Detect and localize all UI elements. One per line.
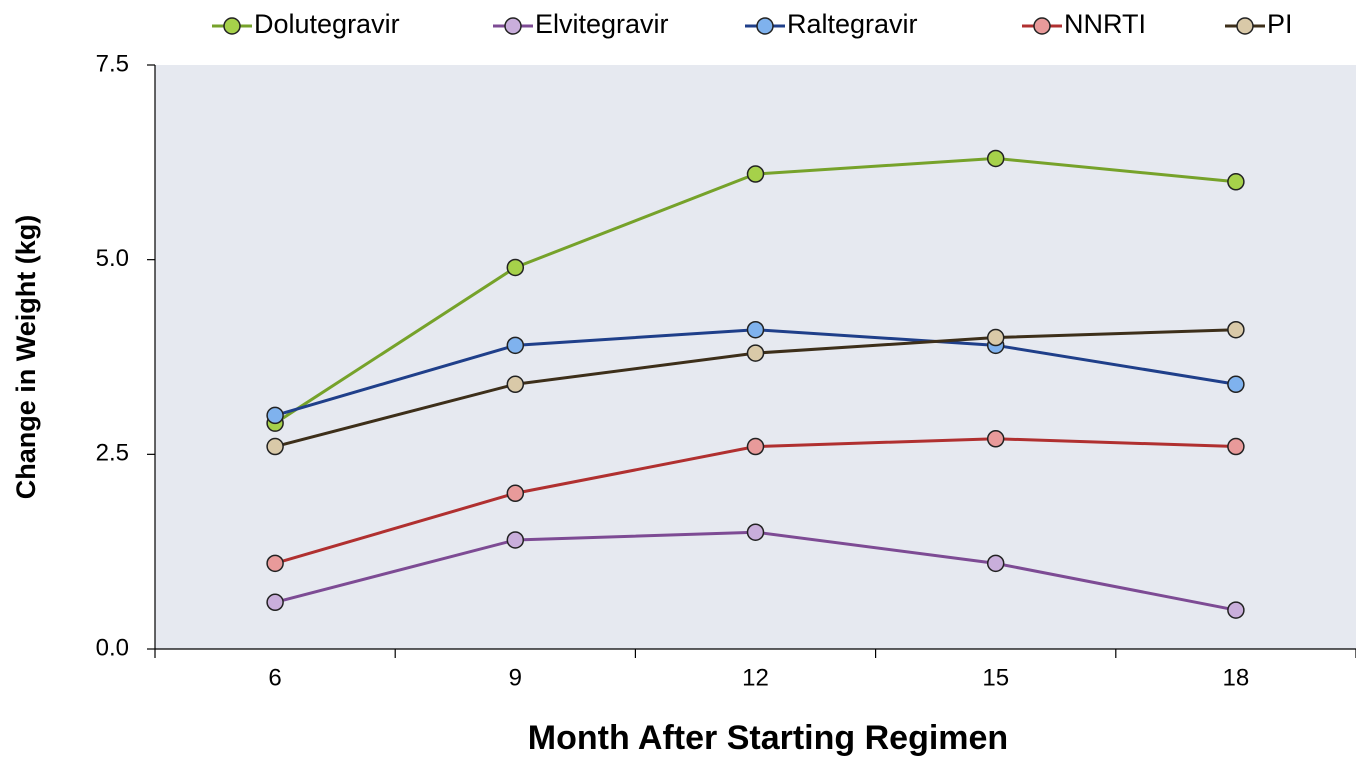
data-point — [266, 406, 284, 425]
data-point — [1227, 437, 1245, 456]
y-tick-label: 0.0 — [96, 634, 129, 661]
x-tick-label: 15 — [982, 664, 1009, 691]
data-point — [506, 336, 525, 355]
data-point — [506, 375, 525, 394]
data-point — [506, 484, 525, 503]
data-point — [986, 149, 1005, 168]
legend-label: Dolutegravir — [254, 9, 400, 39]
x-axis-label: Month After Starting Regimen — [528, 719, 1008, 757]
data-point — [746, 523, 765, 541]
data-point — [746, 165, 765, 183]
data-point — [986, 328, 1005, 347]
data-point — [746, 437, 765, 456]
legend-marker — [1033, 17, 1051, 35]
legend-marker — [1236, 17, 1254, 35]
data-point — [506, 531, 525, 549]
data-point — [1227, 375, 1245, 394]
legend-label: Raltegravir — [787, 9, 918, 39]
data-point — [506, 258, 525, 277]
y-tick-label: 5.0 — [96, 245, 129, 272]
data-point — [986, 430, 1005, 448]
x-tick-label: 6 — [268, 664, 281, 691]
data-point — [746, 344, 765, 362]
data-point — [1227, 601, 1245, 619]
y-tick-label: 7.5 — [96, 50, 129, 77]
y-axis-label: Change in Weight (kg) — [11, 215, 41, 500]
data-point — [1227, 320, 1245, 339]
data-point — [1227, 173, 1245, 191]
legend-marker — [756, 17, 774, 35]
data-point — [986, 554, 1005, 573]
data-point — [746, 320, 765, 339]
x-tick-label: 12 — [742, 664, 769, 691]
y-tick-label: 2.5 — [96, 440, 129, 467]
data-point — [266, 554, 284, 573]
x-tick-label: 9 — [509, 664, 522, 691]
legend-label: Elvitegravir — [535, 9, 669, 39]
data-point — [266, 593, 284, 612]
legend-label: PI — [1267, 9, 1293, 39]
legend-label: NNRTI — [1064, 9, 1146, 39]
data-point — [266, 437, 284, 456]
x-tick-label: 18 — [1223, 664, 1250, 691]
legend-marker — [223, 17, 241, 35]
legend-marker — [504, 17, 522, 35]
